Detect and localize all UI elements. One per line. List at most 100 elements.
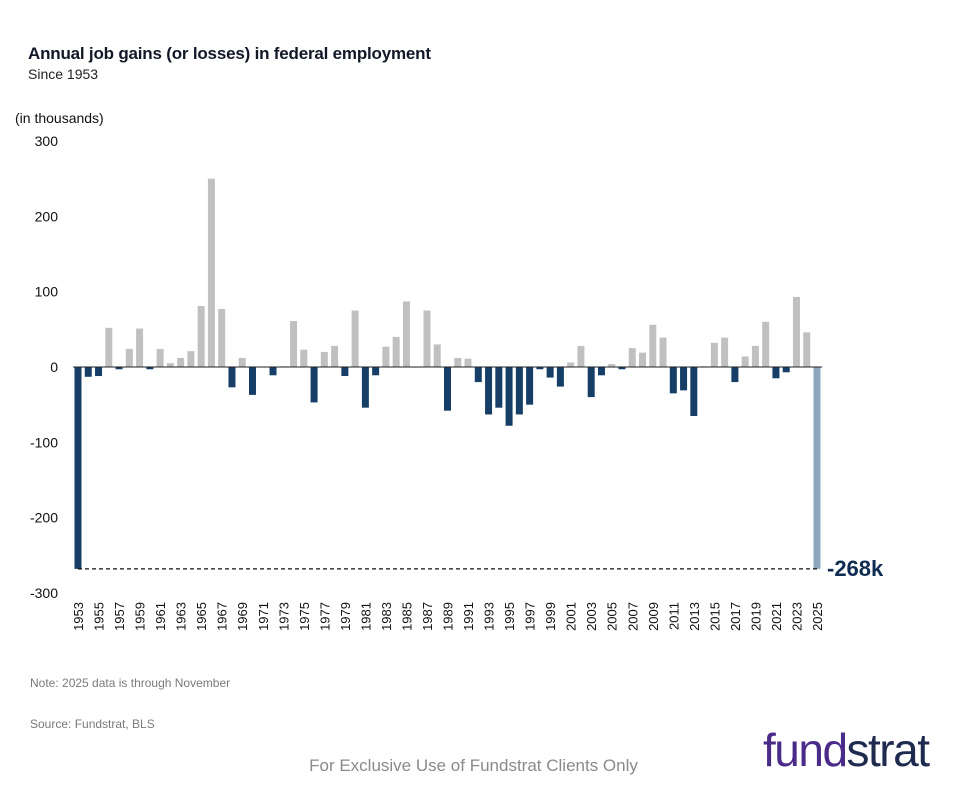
x-tick-label: 1969 bbox=[235, 602, 250, 631]
x-tick-label: 1975 bbox=[297, 602, 312, 631]
bar-1984 bbox=[392, 336, 400, 367]
annotation-label: -268k bbox=[827, 556, 884, 581]
fundstrat-logo: fundstrat bbox=[763, 724, 930, 776]
x-tick-label: 1977 bbox=[317, 602, 332, 631]
chart-source: Source: Fundstrat, BLS bbox=[30, 717, 155, 731]
bar-2021 bbox=[772, 367, 780, 379]
bar-1993 bbox=[485, 367, 493, 415]
bar-2018 bbox=[741, 356, 749, 367]
x-tick-label: 2023 bbox=[789, 602, 804, 631]
footer-disclaimer: For Exclusive Use of Fundstrat Clients O… bbox=[0, 756, 955, 776]
bar-1981 bbox=[361, 367, 369, 408]
bar-1955 bbox=[95, 367, 103, 377]
x-tick-label: 1995 bbox=[502, 602, 517, 631]
y-tick-label: -100 bbox=[30, 434, 58, 450]
bar-1959 bbox=[136, 328, 144, 367]
bar-1960 bbox=[146, 367, 154, 370]
bar-1963 bbox=[177, 357, 185, 367]
x-tick-label: 2001 bbox=[564, 602, 579, 631]
x-tick-label: 2013 bbox=[687, 602, 702, 631]
y-tick-label: 100 bbox=[35, 284, 59, 300]
bar-2017 bbox=[731, 367, 739, 383]
x-tick-label: 1989 bbox=[441, 602, 456, 631]
x-tick-label: 2011 bbox=[666, 602, 681, 630]
logo-part-strat: strat bbox=[846, 724, 930, 776]
bar-1964 bbox=[187, 351, 195, 367]
bar-2001 bbox=[567, 362, 575, 367]
bar-2024 bbox=[803, 332, 811, 367]
y-tick-label: 0 bbox=[50, 359, 58, 375]
bar-2013 bbox=[690, 367, 698, 416]
bar-1989 bbox=[444, 367, 451, 411]
bar-2012 bbox=[680, 367, 688, 391]
x-tick-label: 2015 bbox=[707, 602, 722, 631]
bars bbox=[73, 178, 822, 569]
x-tick-label: 1961 bbox=[153, 602, 168, 631]
bar-2011 bbox=[669, 367, 677, 394]
bar-1965 bbox=[197, 305, 205, 367]
bar-1992 bbox=[474, 367, 482, 383]
chart-title: Annual job gains (or losses) in federal … bbox=[28, 44, 431, 63]
bar-1968 bbox=[228, 367, 236, 388]
bar-1978 bbox=[331, 345, 339, 367]
x-tick-label: 1955 bbox=[92, 602, 107, 631]
bar-1972 bbox=[269, 367, 277, 376]
x-tick-label: 1987 bbox=[420, 602, 435, 631]
bar-1997 bbox=[526, 367, 534, 405]
x-tick-label: 1999 bbox=[543, 602, 558, 631]
bar-1987 bbox=[423, 310, 431, 367]
x-tick-label: 2017 bbox=[728, 602, 743, 631]
bar-2019 bbox=[751, 345, 759, 367]
x-axis-ticks: 1953 1955 1957 1959 1961 1963 1965 1967 1969 1971… bbox=[71, 602, 825, 631]
bar-2015 bbox=[710, 342, 718, 367]
bar-1979 bbox=[341, 367, 349, 377]
bar-2010 bbox=[659, 337, 667, 367]
x-tick-label: 1953 bbox=[71, 602, 86, 631]
bar-2003 bbox=[587, 367, 595, 398]
bar-1967 bbox=[218, 308, 226, 367]
x-tick-label: 2025 bbox=[810, 602, 825, 631]
x-tick-label: 1965 bbox=[194, 602, 209, 631]
bar-2000 bbox=[556, 367, 564, 387]
bar-1976 bbox=[310, 367, 318, 403]
bar-1953 bbox=[74, 367, 82, 569]
bar-1995 bbox=[505, 367, 513, 426]
y-tick-label: 300 bbox=[35, 133, 59, 149]
bar-1966 bbox=[207, 178, 215, 367]
bar-1961 bbox=[156, 348, 164, 367]
bar-1954 bbox=[84, 367, 92, 377]
bar-2023 bbox=[792, 296, 800, 367]
x-tick-label: 2019 bbox=[748, 602, 763, 631]
bar-2004 bbox=[597, 367, 605, 376]
bar-1994 bbox=[495, 367, 503, 408]
x-tick-label: 1997 bbox=[523, 602, 538, 631]
x-tick-label: 1991 bbox=[461, 602, 476, 631]
chart-note: Note: 2025 data is through November bbox=[30, 676, 231, 690]
x-tick-label: 1973 bbox=[276, 602, 291, 631]
x-tick-label: 2009 bbox=[646, 602, 661, 631]
bar-2006 bbox=[618, 367, 626, 370]
chart-subtitle: Since 1953 bbox=[28, 66, 99, 82]
bar-2005 bbox=[608, 363, 616, 367]
bar-1998 bbox=[536, 367, 544, 370]
bar-1982 bbox=[372, 367, 380, 376]
x-tick-label: 1967 bbox=[215, 602, 230, 631]
bar-1974 bbox=[290, 321, 298, 367]
bar-2007 bbox=[628, 348, 636, 367]
bar-2025 bbox=[813, 367, 821, 569]
bar-2008 bbox=[639, 352, 647, 367]
x-tick-label: 1957 bbox=[112, 602, 127, 631]
y-tick-label: -200 bbox=[30, 510, 58, 526]
bar-1958 bbox=[125, 348, 133, 367]
x-tick-label: 1983 bbox=[379, 602, 394, 631]
bar-1980 bbox=[351, 310, 359, 367]
x-tick-label: 2003 bbox=[584, 602, 599, 631]
y-axis-unit-label: (in thousands) bbox=[15, 110, 104, 126]
x-tick-label: 1971 bbox=[256, 602, 271, 631]
x-tick-label: 1959 bbox=[133, 602, 148, 631]
annotations: -268k bbox=[78, 556, 884, 581]
bar-1985 bbox=[402, 301, 410, 367]
x-tick-label: 1963 bbox=[174, 602, 189, 631]
bar-1983 bbox=[382, 346, 390, 367]
